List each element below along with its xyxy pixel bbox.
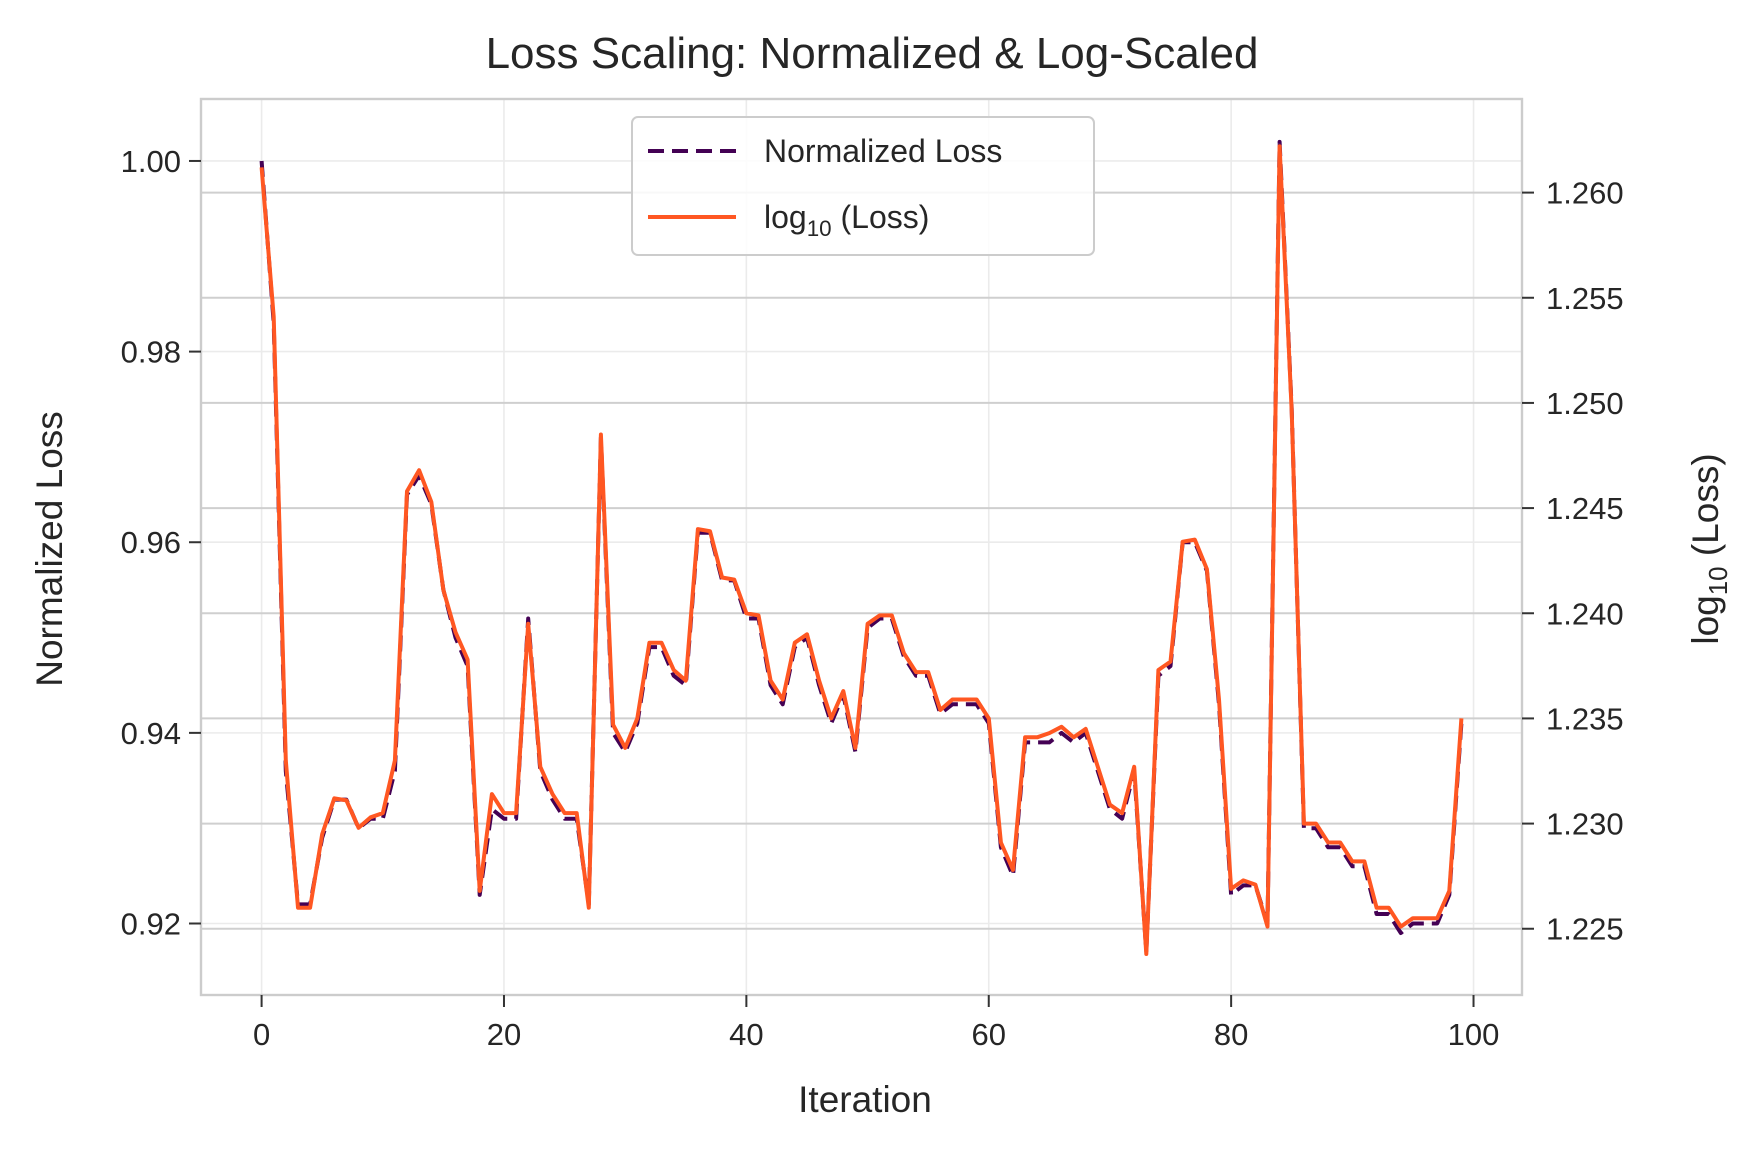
x-tick-label: 80 (1214, 1017, 1248, 1052)
y2-tick-label: 1.235 (1546, 701, 1624, 736)
y-tick-label: 0.96 (121, 525, 181, 560)
y-tick-label: 0.92 (121, 907, 181, 942)
y-tick-label: 0.94 (121, 716, 181, 751)
y-tick-label: 1.00 (121, 144, 181, 179)
x-tick-label: 20 (487, 1017, 521, 1052)
y2-tick-label: 1.230 (1546, 807, 1624, 842)
axes: 0 20 40 60 80 100 0.92 0.94 0.96 0.98 1.00 1.225 1.2… (121, 144, 1624, 1052)
x-tick-label: 60 (972, 1017, 1006, 1052)
y-tick-label: 0.98 (121, 335, 181, 370)
x-tick-label: 100 (1448, 1017, 1500, 1052)
chart-title: Loss Scaling: Normalized & Log-Scaled (486, 29, 1259, 78)
legend-box (631, 116, 1095, 256)
legend-label-normalized-loss: Normalized Loss (764, 133, 1002, 169)
y2-tick-label: 1.260 (1546, 176, 1624, 211)
series (259, 139, 1464, 956)
y-axis-label: Normalized Loss (29, 411, 70, 687)
y2-tick-label: 1.240 (1546, 596, 1624, 631)
legend-label-log10-loss: log10 (Loss) (764, 199, 929, 241)
y2-tick-label: 1.225 (1546, 912, 1624, 947)
x-axis-label: Iteration (798, 1079, 932, 1120)
y2-axis-label: log10 (Loss) (1685, 453, 1733, 644)
x-tick-label: 0 (253, 1017, 270, 1052)
y2-tick-label: 1.255 (1546, 281, 1624, 316)
legend: Normalized Loss log10 (Loss) (631, 116, 1095, 256)
y2-tick-label: 1.245 (1546, 491, 1624, 526)
x-tick-label: 40 (729, 1017, 763, 1052)
plot-frame (199, 97, 1524, 997)
y2-tick-label: 1.250 (1546, 386, 1624, 421)
series-line-log10-loss (259, 144, 1464, 956)
